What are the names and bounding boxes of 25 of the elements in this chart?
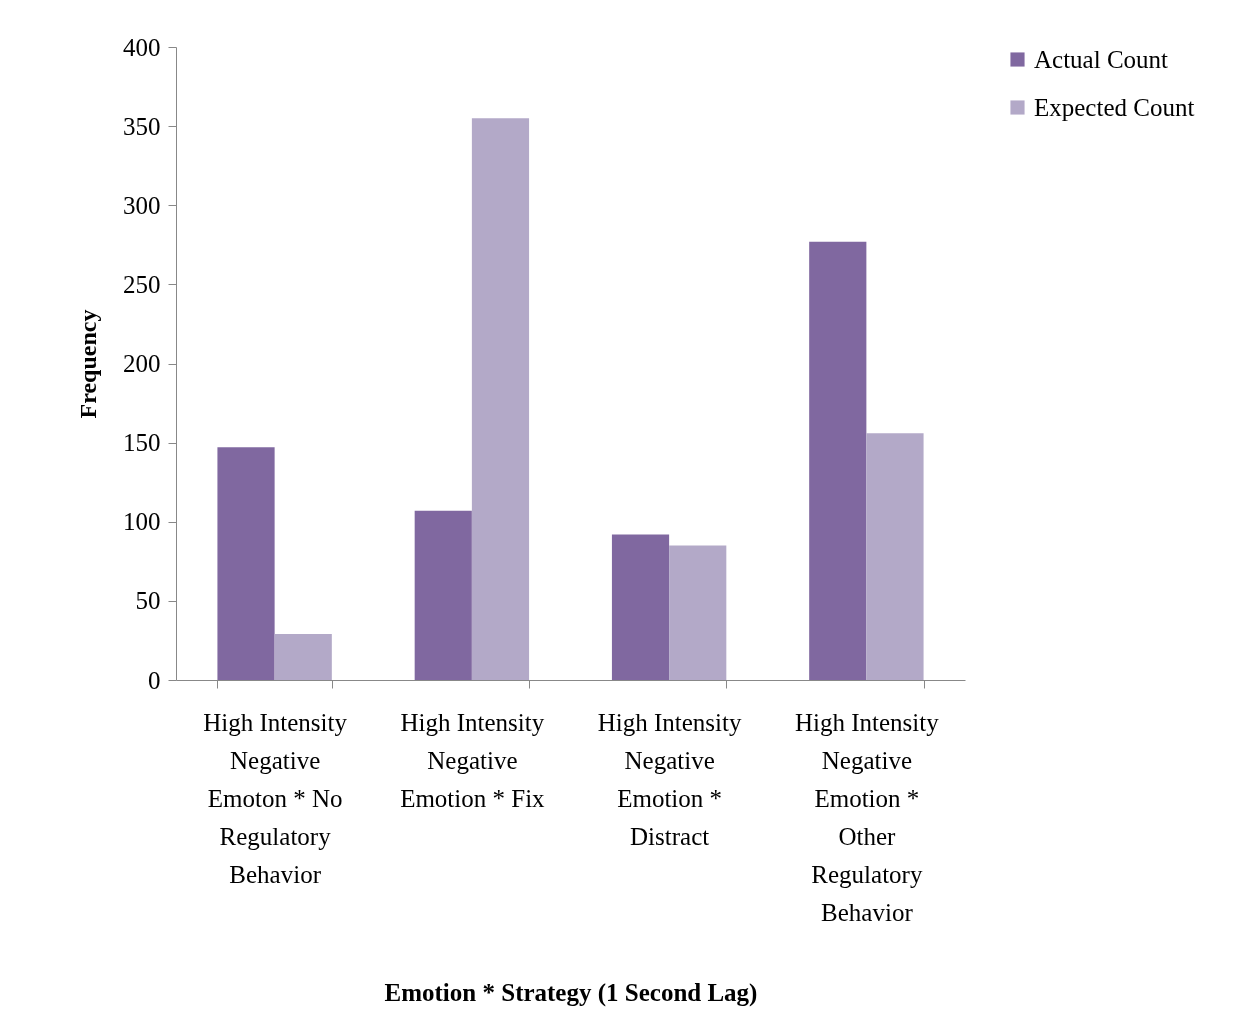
legend-label: Expected Count <box>1034 93 1195 121</box>
y-tick-label: 150 <box>123 429 161 457</box>
y-tick-label: 200 <box>123 350 161 377</box>
bar <box>471 118 530 680</box>
bar <box>274 634 332 680</box>
y-tick-label: 350 <box>123 112 161 140</box>
x-tick-label: High Intensity Negative Emotion * Fix <box>400 708 546 812</box>
bar <box>866 433 924 680</box>
y-tick-label: 300 <box>123 191 161 219</box>
y-tick-label: 0 <box>148 666 161 694</box>
x-axis-title: Emotion * Strategy (1 Second Lag) <box>384 978 758 1007</box>
y-tick-label: 400 <box>123 33 161 61</box>
x-tick-label: High Intensity Negative Emotion * Other Regulatory Behavior <box>795 708 940 926</box>
bar <box>611 534 670 680</box>
y-tick-label: 250 <box>123 270 161 298</box>
x-tick-label: High Intensity Negative Emoton * No Regulatory Behavior <box>203 708 348 888</box>
y-tick-label: 50 <box>135 587 161 615</box>
bar <box>414 510 472 680</box>
y-axis-title: Frequency <box>75 309 101 419</box>
bar <box>809 241 867 680</box>
bar <box>669 545 727 680</box>
y-tick-label: 100 <box>123 508 161 536</box>
x-tick-label: High Intensity Negative Emotion * Distract <box>597 708 742 850</box>
legend-label: Actual Count <box>1034 45 1169 73</box>
bar <box>217 447 275 680</box>
